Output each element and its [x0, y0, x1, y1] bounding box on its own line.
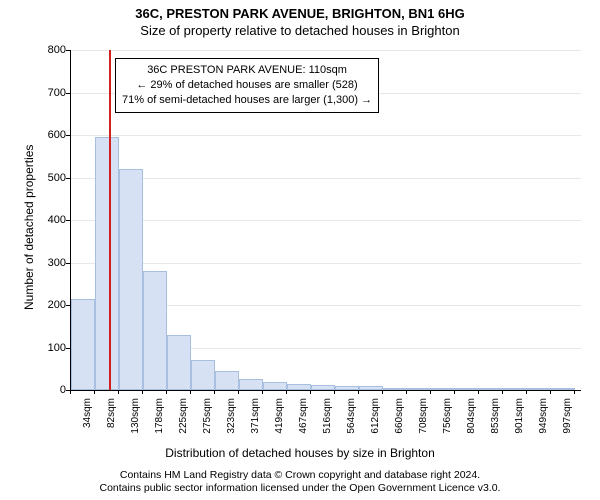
x-tick-mark — [382, 390, 383, 394]
x-tick-label: 419sqm — [274, 398, 285, 438]
histogram-bar — [239, 379, 263, 390]
reference-line — [109, 50, 111, 390]
y-tick-mark — [66, 305, 70, 306]
x-tick-label: 323sqm — [226, 398, 237, 438]
histogram-bar — [383, 388, 407, 390]
annotation-line-1: 36C PRESTON PARK AVENUE: 110sqm — [122, 63, 372, 78]
histogram-bar — [455, 388, 479, 390]
x-tick-mark — [286, 390, 287, 394]
x-tick-label: 516sqm — [322, 398, 333, 438]
histogram-bar — [551, 388, 575, 390]
x-tick-label: 756sqm — [442, 398, 453, 438]
x-tick-mark — [430, 390, 431, 394]
x-tick-label: 275sqm — [202, 398, 213, 438]
x-tick-label: 853sqm — [490, 398, 501, 438]
x-tick-mark — [190, 390, 191, 394]
x-tick-mark — [118, 390, 119, 394]
histogram-bar — [311, 385, 335, 390]
y-axis-label: Number of detached properties — [22, 145, 36, 310]
histogram-bar — [263, 382, 287, 391]
x-tick-label: 708sqm — [418, 398, 429, 438]
annotation-line-2: ← 29% of detached houses are smaller (52… — [122, 78, 372, 93]
x-tick-mark — [526, 390, 527, 394]
x-tick-label: 949sqm — [538, 398, 549, 438]
histogram-bar — [359, 386, 383, 390]
x-tick-mark — [478, 390, 479, 394]
footer-line-1: Contains HM Land Registry data © Crown c… — [0, 469, 600, 483]
x-tick-label: 467sqm — [298, 398, 309, 438]
y-tick-mark — [66, 178, 70, 179]
histogram-bar — [335, 386, 359, 390]
x-tick-label: 804sqm — [466, 398, 477, 438]
x-tick-mark — [454, 390, 455, 394]
x-tick-mark — [550, 390, 551, 394]
x-tick-mark — [358, 390, 359, 394]
y-tick-mark — [66, 50, 70, 51]
grid-line — [71, 220, 581, 221]
x-tick-label: 660sqm — [394, 398, 405, 438]
x-tick-label: 225sqm — [178, 398, 189, 438]
x-tick-label: 564sqm — [346, 398, 357, 438]
histogram-bar — [287, 384, 311, 390]
x-tick-mark — [310, 390, 311, 394]
page-subtitle: Size of property relative to detached ho… — [0, 21, 600, 38]
x-tick-label: 130sqm — [130, 398, 141, 438]
grid-line — [71, 135, 581, 136]
x-tick-label: 34sqm — [82, 398, 93, 438]
x-tick-mark — [574, 390, 575, 394]
y-tick-label: 600 — [26, 129, 66, 141]
x-tick-label: 612sqm — [370, 398, 381, 438]
histogram-bar — [119, 169, 143, 390]
footer: Contains HM Land Registry data © Crown c… — [0, 469, 600, 496]
histogram-bar — [215, 371, 239, 390]
x-axis-label: Distribution of detached houses by size … — [0, 446, 600, 460]
x-tick-mark — [94, 390, 95, 394]
x-tick-mark — [262, 390, 263, 394]
histogram-bar — [167, 335, 191, 390]
footer-line-2: Contains public sector information licen… — [0, 482, 600, 496]
x-tick-mark — [142, 390, 143, 394]
x-tick-mark — [166, 390, 167, 394]
histogram-bar — [503, 388, 527, 390]
x-tick-label: 371sqm — [250, 398, 261, 438]
x-tick-label: 82sqm — [106, 398, 117, 438]
y-tick-label: 400 — [26, 214, 66, 226]
y-tick-label: 700 — [26, 87, 66, 99]
x-tick-mark — [70, 390, 71, 394]
x-tick-mark — [214, 390, 215, 394]
histogram-bar — [143, 271, 167, 390]
y-tick-mark — [66, 348, 70, 349]
chart-container: 36C, PRESTON PARK AVENUE, BRIGHTON, BN1 … — [0, 0, 600, 500]
histogram-bar — [407, 388, 431, 390]
x-tick-label: 997sqm — [562, 398, 573, 438]
x-tick-mark — [406, 390, 407, 394]
y-tick-mark — [66, 220, 70, 221]
y-tick-mark — [66, 93, 70, 94]
y-tick-mark — [66, 263, 70, 264]
x-tick-label: 178sqm — [154, 398, 165, 438]
x-tick-mark — [238, 390, 239, 394]
annotation-box: 36C PRESTON PARK AVENUE: 110sqm ← 29% of… — [115, 58, 379, 113]
y-tick-label: 500 — [26, 172, 66, 184]
histogram-bar — [479, 388, 503, 390]
histogram-bar — [527, 388, 551, 390]
y-tick-label: 200 — [26, 299, 66, 311]
histogram-bar — [431, 388, 455, 390]
y-tick-mark — [66, 135, 70, 136]
y-tick-label: 100 — [26, 342, 66, 354]
page-title: 36C, PRESTON PARK AVENUE, BRIGHTON, BN1 … — [0, 0, 600, 21]
y-tick-label: 800 — [26, 44, 66, 56]
annotation-line-3: 71% of semi-detached houses are larger (… — [122, 93, 372, 108]
x-tick-mark — [334, 390, 335, 394]
histogram-bar — [95, 137, 119, 390]
grid-line — [71, 50, 581, 51]
x-tick-label: 901sqm — [514, 398, 525, 438]
histogram-bar — [71, 299, 95, 390]
x-tick-mark — [502, 390, 503, 394]
y-tick-label: 0 — [26, 384, 66, 396]
y-tick-label: 300 — [26, 257, 66, 269]
grid-line — [71, 178, 581, 179]
histogram-bar — [191, 360, 215, 390]
grid-line — [71, 263, 581, 264]
